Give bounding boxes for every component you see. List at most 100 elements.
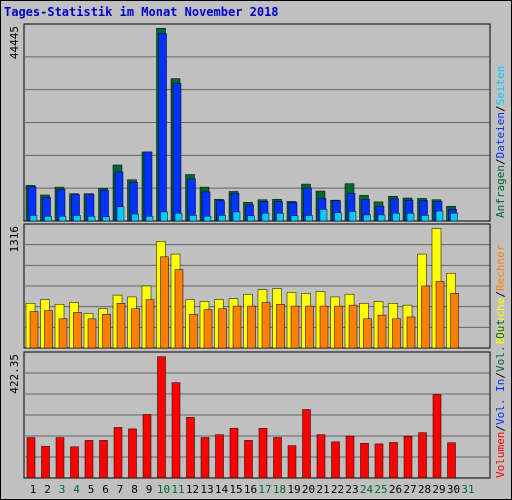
bar-volumen: [128, 428, 137, 479]
bar-seiten: [435, 210, 444, 222]
legend-separator: /: [494, 105, 507, 112]
x-tick-label: 31: [461, 483, 474, 496]
bar-seiten: [44, 215, 52, 222]
bar-volumen: [432, 394, 442, 479]
x-tick-label: 8: [131, 483, 138, 496]
bar-volumen: [84, 440, 94, 479]
legend-entry: Vol. Out: [494, 319, 507, 372]
bar-seiten: [73, 215, 81, 222]
legend-entry: Besuche: [494, 298, 507, 344]
bar-volumen: [157, 356, 166, 479]
y-max-label: 1316: [8, 226, 21, 253]
bar-volumen: [273, 437, 282, 479]
bar-volumen: [345, 435, 355, 479]
bar-seiten: [406, 212, 415, 222]
legend-entry: Dateien: [494, 112, 507, 158]
x-tick-label: 29: [432, 483, 445, 496]
bar-volumen: [26, 437, 36, 479]
x-tick-label: 17: [258, 483, 271, 496]
bar-seiten: [218, 215, 226, 222]
bar-rechner: [305, 305, 314, 349]
x-tick-label: 1: [30, 483, 37, 496]
bar-volumen: [215, 434, 224, 479]
bar-volumen: [70, 446, 79, 479]
bar-seiten: [363, 214, 371, 222]
x-tick-label: 24: [360, 483, 374, 496]
bar-rechner: [131, 308, 140, 349]
bar-volumen: [142, 414, 152, 479]
bar-rechner: [276, 303, 285, 349]
x-tick-label: 10: [157, 483, 170, 496]
bar-rechner: [334, 305, 343, 349]
bar-rechner: [102, 314, 111, 349]
legend-separator: /: [494, 291, 507, 298]
x-tick-label: 11: [171, 483, 184, 496]
bar-seiten: [305, 215, 313, 222]
bar-seiten: [116, 206, 125, 222]
bar-volumen: [258, 428, 268, 479]
bar-seiten: [29, 215, 38, 222]
x-tick-label: 22: [331, 483, 344, 496]
bar-volumen: [302, 409, 311, 479]
bar-volumen: [418, 432, 427, 479]
bar-seiten: [392, 212, 400, 222]
bar-rechner: [392, 318, 401, 349]
bar-volumen: [186, 417, 195, 479]
legend-entry: Vol. In: [494, 379, 507, 425]
x-tick-label: 26: [389, 483, 402, 496]
bar-dateien: [143, 151, 153, 222]
bar-volumen: [229, 428, 239, 479]
bar-volumen: [374, 443, 384, 479]
x-tick-label: 27: [403, 483, 416, 496]
bar-rechner: [363, 318, 372, 349]
bar-rechner: [145, 299, 155, 349]
x-tick-label: 25: [374, 483, 387, 496]
x-tick-label: 14: [215, 483, 229, 496]
bar-seiten: [450, 212, 458, 222]
bar-rechner: [247, 305, 256, 349]
x-tick-label: 3: [59, 483, 66, 496]
bar-seiten: [160, 211, 168, 222]
legend-visits: Besuche/Rechner: [494, 244, 507, 344]
bar-rechner: [73, 312, 82, 349]
bar-rechner: [261, 302, 271, 349]
bar-rechner: [450, 293, 459, 349]
bar-volumen: [403, 435, 413, 479]
bar-seiten: [203, 215, 212, 222]
bar-seiten: [58, 215, 67, 222]
x-tick-label: 21: [316, 483, 329, 496]
x-tick-label: 4: [73, 483, 80, 496]
bar-volumen: [55, 437, 65, 479]
bar-seiten: [102, 216, 110, 222]
bar-seiten: [87, 215, 96, 222]
legend-entry: Anfragen: [494, 165, 507, 218]
bar-seiten: [232, 211, 241, 222]
legend-entry: Seiten: [494, 66, 507, 106]
bar-volumen: [200, 437, 210, 479]
bar-seiten: [348, 211, 357, 222]
bar-rechner: [189, 314, 198, 349]
bar-rechner: [203, 309, 213, 349]
bar-seiten: [145, 215, 154, 222]
bar-rechner: [435, 281, 445, 349]
legend-entry: Rechner: [494, 244, 507, 291]
bar-seiten: [276, 212, 284, 222]
bar-rechner: [116, 303, 126, 349]
bar-dateien: [187, 178, 196, 222]
legend-volume: Volumen/Vol. In/Vol. Out: [494, 319, 507, 478]
bar-volumen: [99, 440, 108, 479]
bar-seiten: [377, 214, 386, 222]
bar-rechner: [87, 318, 97, 349]
bar-rechner: [58, 318, 68, 349]
x-tick-label: 15: [229, 483, 242, 496]
x-tick-label: 23: [345, 483, 358, 496]
bar-rechner: [319, 305, 329, 349]
bar-rechner: [218, 308, 227, 349]
x-tick-label: 12: [186, 483, 199, 496]
bar-dateien: [100, 189, 109, 222]
bar-rechner: [232, 305, 242, 349]
bar-volumen: [447, 442, 456, 479]
bar-volumen: [331, 441, 340, 479]
legend-entry: Volumen: [494, 432, 507, 478]
